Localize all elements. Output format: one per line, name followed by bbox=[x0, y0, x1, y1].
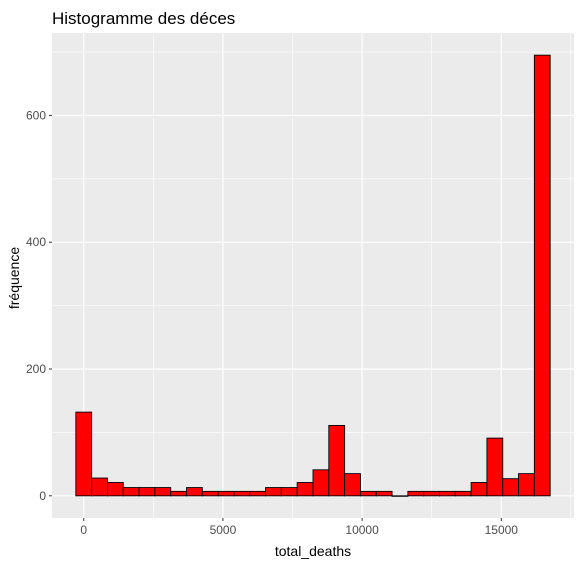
histogram-bar bbox=[280, 487, 298, 497]
histogram-bar bbox=[233, 490, 251, 497]
chart-title: Histogramme des déces bbox=[52, 9, 235, 28]
y-axis-title: fréquence bbox=[6, 247, 22, 309]
y-tick-label: 600 bbox=[26, 108, 46, 122]
histogram-bar bbox=[470, 482, 488, 497]
x-axis-title: total_deaths bbox=[275, 543, 351, 559]
histogram-bar bbox=[138, 487, 156, 497]
histogram-bar bbox=[75, 411, 93, 497]
y-axis: 0 200 400 600 bbox=[26, 108, 52, 503]
x-tick-label: 5000 bbox=[210, 523, 237, 537]
histogram-bar bbox=[391, 495, 409, 497]
x-tick-label: 0 bbox=[80, 523, 87, 537]
histogram-bar bbox=[375, 490, 393, 497]
x-axis: 0 5000 10000 15000 bbox=[80, 518, 518, 537]
histogram-bar bbox=[359, 490, 377, 497]
histogram-bar bbox=[249, 490, 267, 497]
histogram-bars bbox=[75, 54, 551, 497]
histogram-bar bbox=[502, 478, 519, 497]
histogram-bar bbox=[217, 490, 235, 497]
histogram-bar bbox=[170, 490, 187, 497]
histogram-bar bbox=[91, 477, 108, 497]
y-tick-label: 0 bbox=[39, 489, 46, 503]
histogram-bar bbox=[296, 482, 314, 497]
major-gridlines bbox=[52, 33, 574, 518]
histogram-bar bbox=[486, 437, 504, 497]
histogram-bar bbox=[344, 473, 361, 497]
histogram-bar bbox=[518, 473, 535, 497]
y-tick-label: 400 bbox=[26, 235, 46, 249]
histogram-bar bbox=[312, 469, 330, 497]
histogram-bar bbox=[423, 490, 440, 497]
y-tick-label: 200 bbox=[26, 362, 46, 376]
x-tick-label: 15000 bbox=[485, 523, 519, 537]
histogram-bar bbox=[328, 424, 346, 497]
histogram-bar bbox=[122, 487, 140, 497]
histogram-bar bbox=[201, 490, 219, 497]
histogram-bar bbox=[186, 487, 203, 497]
minor-gridlines bbox=[52, 33, 574, 518]
histogram-bar bbox=[439, 490, 456, 497]
histogram-bar bbox=[454, 490, 472, 497]
histogram-bar bbox=[533, 54, 551, 497]
histogram-bar bbox=[107, 482, 124, 497]
histogram-bar bbox=[407, 490, 425, 497]
histogram-bar bbox=[154, 487, 172, 497]
plot-panel bbox=[52, 33, 574, 518]
x-tick-label: 10000 bbox=[345, 523, 379, 537]
histogram-bar bbox=[265, 487, 282, 497]
